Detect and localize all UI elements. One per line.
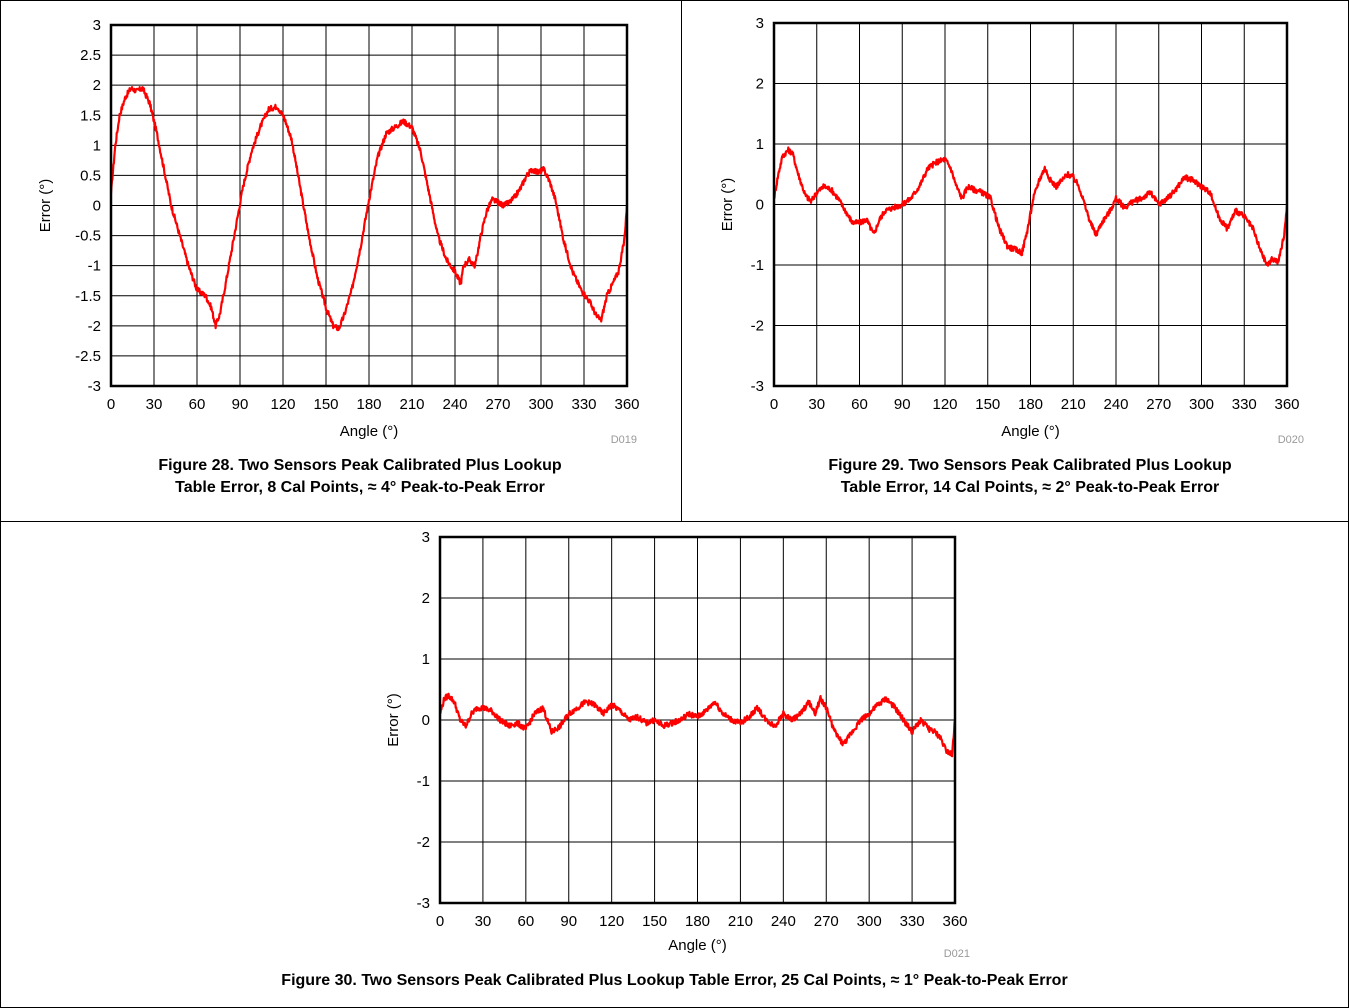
y-tick-label: 1 [93, 137, 101, 154]
x-tick-label: 60 [851, 396, 868, 413]
x-tick-label: 0 [770, 396, 778, 413]
x-tick-label: 300 [857, 913, 882, 930]
x-tick-label: 210 [728, 913, 753, 930]
y-tick-label: 2.5 [80, 47, 101, 64]
y-tick-label: 3 [756, 15, 764, 32]
y-tick-label: -1.5 [75, 288, 101, 305]
x-tick-label: 150 [642, 913, 667, 930]
series-line-error [773, 146, 1289, 267]
x-axis-label: Angle (°) [340, 423, 399, 440]
x-tick-label: 210 [1061, 396, 1086, 413]
x-tick-label: 360 [614, 396, 639, 413]
x-tick-label: 30 [146, 396, 163, 413]
figure-28-caption-line2: Table Error, 8 Cal Points, ≈ 4° Peak-to-… [175, 479, 545, 496]
y-tick-label: -3 [88, 378, 101, 395]
x-tick-label: 240 [771, 913, 796, 930]
plot-area-border [772, 21, 1289, 388]
y-tick-label: -2 [417, 834, 430, 851]
y-tick-label: -0.5 [75, 228, 101, 245]
x-tick-label: 300 [1189, 396, 1214, 413]
x-tick-label: 330 [1232, 396, 1257, 413]
series-line-error [439, 692, 957, 758]
figure-29-caption-line2: Table Error, 14 Cal Points, ≈ 2° Peak-to… [840, 479, 1220, 496]
x-tick-label: 30 [808, 396, 825, 413]
y-tick-label: -2.5 [75, 348, 101, 365]
x-axis-label: Angle (°) [668, 937, 727, 954]
y-tick-label: 0.5 [80, 167, 101, 184]
y-tick-label: 3 [422, 529, 430, 546]
plot-area-border [438, 535, 957, 905]
y-tick-label: -1 [751, 257, 764, 274]
x-tick-label: 270 [814, 913, 839, 930]
chart-D021: 0 30 60 90 120 150 180 210 240 270 300 330 3603210-1… [385, 529, 970, 960]
x-axis-label: Angle (°) [1001, 423, 1060, 440]
y-tick-label: -3 [751, 378, 764, 395]
x-tick-label: 330 [900, 913, 925, 930]
chart-D019: 0 30 60 90 120 150 180 210 240 270 300 330 36032.521… [37, 17, 640, 446]
x-tick-label: 150 [313, 396, 338, 413]
x-tick-label: 360 [942, 913, 967, 930]
chart-D020: 0 30 60 90 120 150 180 210 240 270 300 330 3603210-1… [719, 15, 1304, 446]
x-tick-label: 270 [485, 396, 510, 413]
x-tick-label: 0 [107, 396, 115, 413]
x-tick-label: 60 [189, 396, 206, 413]
y-tick-label: 1.5 [80, 107, 101, 124]
x-tick-label: 270 [1146, 396, 1171, 413]
y-tick-label: 0 [422, 712, 430, 729]
x-tick-label: 0 [436, 913, 444, 930]
figure-id-label: D019 [611, 434, 637, 446]
x-tick-label: 330 [571, 396, 596, 413]
y-tick-label: -1 [88, 258, 101, 275]
x-tick-label: 60 [517, 913, 534, 930]
y-axis-label: Error (°) [385, 693, 402, 747]
x-tick-label: 240 [442, 396, 467, 413]
x-tick-label: 90 [894, 396, 911, 413]
y-tick-label: 2 [93, 77, 101, 94]
y-axis-label: Error (°) [37, 179, 54, 233]
x-tick-label: 180 [1018, 396, 1043, 413]
y-tick-label: 2 [422, 590, 430, 607]
figure-29-caption: Figure 29. Two Sensors Peak Calibrated P… [710, 455, 1349, 499]
y-tick-label: 0 [756, 197, 764, 214]
x-tick-label: 180 [356, 396, 381, 413]
figure-28-caption: Figure 28. Two Sensors Peak Calibrated P… [40, 455, 680, 499]
series-line-error [109, 86, 629, 332]
figure-id-label: D021 [944, 948, 970, 960]
y-tick-label: 3 [93, 17, 101, 34]
x-tick-label: 240 [1103, 396, 1128, 413]
y-tick-label: -1 [417, 773, 430, 790]
y-tick-label: -2 [88, 318, 101, 335]
y-axis-label: Error (°) [719, 178, 736, 232]
x-tick-label: 210 [399, 396, 424, 413]
figure-29-caption-line1: Figure 29. Two Sensors Peak Calibrated P… [828, 457, 1232, 474]
x-tick-label: 120 [270, 396, 295, 413]
plot-area-border [109, 23, 629, 388]
x-tick-label: 300 [528, 396, 553, 413]
figure-30-caption: Figure 30. Two Sensors Peak Calibrated P… [0, 970, 1349, 992]
figure-28-caption-line1: Figure 28. Two Sensors Peak Calibrated P… [158, 457, 562, 474]
y-tick-label: 2 [756, 76, 764, 93]
y-tick-label: -2 [751, 318, 764, 335]
y-tick-label: 1 [756, 136, 764, 153]
y-tick-label: 1 [422, 651, 430, 668]
x-tick-label: 90 [232, 396, 249, 413]
x-tick-label: 30 [475, 913, 492, 930]
x-tick-label: 90 [560, 913, 577, 930]
x-tick-label: 180 [685, 913, 710, 930]
y-tick-label: -3 [417, 895, 430, 912]
x-tick-label: 120 [599, 913, 624, 930]
figure-30-caption-line1: Figure 30. Two Sensors Peak Calibrated P… [281, 972, 1068, 989]
x-tick-label: 360 [1274, 396, 1299, 413]
x-tick-label: 150 [975, 396, 1000, 413]
y-tick-label: 0 [93, 198, 101, 215]
x-tick-label: 120 [932, 396, 957, 413]
figure-id-label: D020 [1278, 434, 1304, 446]
